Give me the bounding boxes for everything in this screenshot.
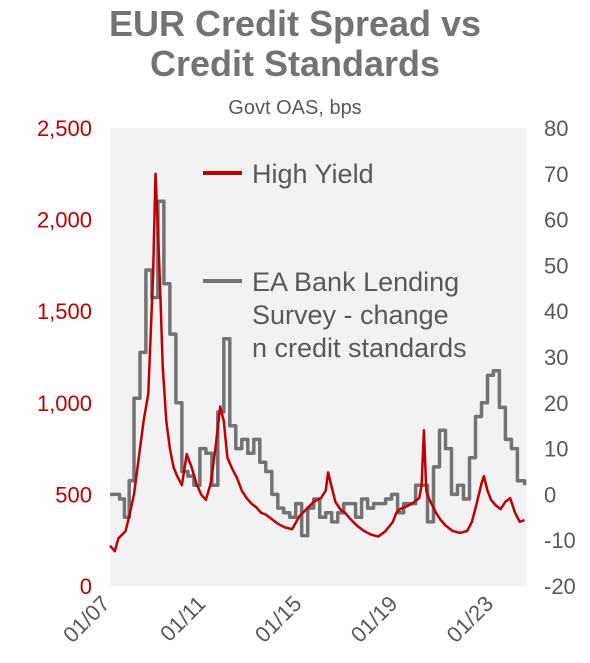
- chart-title-line-1: EUR Credit Spread vs: [108, 3, 482, 44]
- chart-title-line-2: Credit Standards: [149, 43, 441, 84]
- right-axis-tick-label: 0: [544, 482, 556, 507]
- right-axis-tick-label: -10: [544, 528, 576, 553]
- right-axis-tick-label: 80: [544, 116, 568, 141]
- chart-title: EUR Credit Spread vs Credit Standards: [0, 4, 590, 84]
- right-axis-tick-label: 70: [544, 162, 568, 187]
- right-axis-tick-label: 40: [544, 299, 568, 324]
- left-axis-tick-label: 0: [80, 574, 92, 599]
- left-axis-tick-label: 1,500: [37, 299, 92, 324]
- left-axis-tick-label: 500: [55, 482, 92, 507]
- x-axis-tick-label: 01/07: [58, 591, 115, 648]
- legend-label-bank-lending-line: n credit standards: [252, 333, 467, 363]
- right-axis-tick-label: 20: [544, 391, 568, 416]
- legend-label-high-yield: High Yield: [252, 159, 374, 189]
- x-axis-tick-label: 01/19: [346, 591, 403, 648]
- right-axis-tick-label: 50: [544, 253, 568, 278]
- series-line-high-yield: [109, 172, 526, 553]
- x-axis-tick-label: 01/15: [250, 591, 307, 648]
- left-axis-tick-label: 2,000: [37, 208, 92, 233]
- right-axis-tick-label: 60: [544, 208, 568, 233]
- right-axis-tick-label: 30: [544, 345, 568, 370]
- x-axis-tick-label: 01/11: [155, 591, 210, 646]
- legend-label-bank-lending-line: EA Bank Lending: [252, 267, 459, 297]
- left-axis-tick-label: 2,500: [37, 116, 92, 141]
- x-axis-tick-label: 01/23: [442, 591, 499, 648]
- right-axis-tick-label: -20: [544, 574, 576, 599]
- chart-subtitle: Govt OAS, bps: [228, 97, 362, 119]
- left-axis-tick-label: 1,000: [37, 391, 92, 416]
- right-axis-tick-label: 10: [544, 437, 568, 462]
- legend-label-bank-lending-line: Survey - change: [252, 300, 449, 330]
- series-line-bank-lending: [110, 199, 527, 538]
